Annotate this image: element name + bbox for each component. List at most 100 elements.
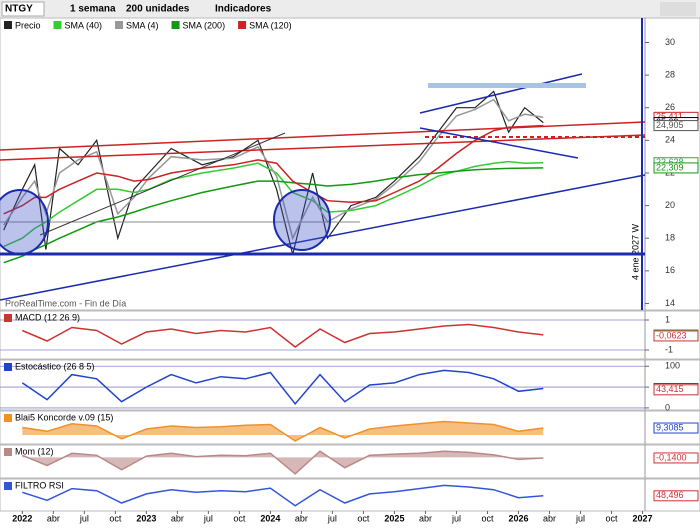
indicators[interactable]: Indicadores (215, 4, 272, 15)
legend-swatch (238, 21, 247, 29)
series-line (3, 98, 544, 241)
panel (0, 410, 700, 445)
target-zone (428, 83, 586, 88)
legend-label: SMA (200) (183, 20, 226, 30)
y-tick-label: 24 (665, 135, 675, 145)
symbol[interactable]: NTGY (5, 4, 33, 15)
series-line (22, 450, 544, 475)
series-line (3, 167, 544, 264)
panel-title: FILTRO RSI (15, 480, 64, 490)
price-tag-label: 9,3085 (656, 422, 684, 432)
price-tag (653, 452, 699, 464)
legend-swatch (4, 363, 12, 371)
price-tag-label: -0,0623 (656, 330, 687, 340)
watermark: ProRealTime.com - Fin de Día (5, 298, 126, 308)
y-tick-label: 16 (665, 265, 675, 275)
x-tick-label: 2024 (260, 513, 280, 523)
x-tick-label: abr (47, 513, 60, 523)
window-controls[interactable] (660, 2, 696, 16)
y-tick-label: 28 (665, 69, 675, 79)
x-tick-label: jul (203, 513, 213, 523)
price-tag (653, 162, 699, 174)
legend-label: Precio (15, 20, 41, 30)
panel (0, 359, 700, 411)
x-tick-label: oct (233, 513, 246, 523)
series-line (3, 124, 544, 215)
x-tick-label: abr (543, 513, 556, 523)
x-tick-label: oct (481, 513, 494, 523)
legend-swatch (115, 21, 124, 29)
y-tick-label: 0 (665, 402, 670, 412)
x-tick-label: jul (575, 513, 585, 523)
legend-swatch (4, 448, 12, 456)
price-tag-label: -0,1400 (656, 452, 687, 462)
price-tag-label: 25,411 (656, 112, 683, 122)
x-tick-label: abr (171, 513, 184, 523)
price-tag-label: 22,628 (656, 157, 684, 167)
series-line (22, 323, 544, 348)
x-tick-label: 2025 (384, 513, 404, 523)
x-tick-label: jul (79, 513, 89, 523)
price-tag (653, 384, 699, 396)
x-tick-label: abr (419, 513, 432, 523)
period[interactable]: 1 semana (70, 4, 116, 15)
highlight-circle (273, 189, 331, 251)
x-tick-label: abr (295, 513, 308, 523)
price-tag-label: 43,415 (656, 384, 684, 394)
drawings (0, 18, 646, 310)
price-tag (653, 422, 699, 434)
units[interactable]: 200 unidades (126, 4, 190, 15)
trend-line (0, 174, 646, 301)
y-tick-label: 20 (665, 200, 675, 210)
series-line (3, 160, 544, 248)
toolbar (0, 0, 700, 18)
area (22, 451, 544, 474)
price-tag (653, 490, 699, 502)
trend-line (0, 121, 646, 151)
x-tick-label: oct (606, 513, 619, 523)
panel-title: Mom (12) (15, 446, 54, 456)
y-tick-label: 18 (665, 233, 675, 243)
trend-line (0, 134, 646, 161)
price-tag-label: 22,309 (656, 162, 684, 172)
panel (0, 310, 700, 360)
symbol-box[interactable] (1, 1, 45, 17)
price-tag (653, 330, 699, 342)
x-tick-label: 2026 (508, 513, 528, 523)
trend-line (39, 132, 286, 236)
y-tick-label: -1 (665, 344, 673, 354)
y-tick-label: 30 (665, 37, 675, 47)
legend-swatch (171, 21, 180, 29)
panel-title: Blai5 Koncorde v.09 (15) (15, 412, 113, 422)
y-tick-label: 1 (665, 314, 670, 324)
y-tick-label: 100 (665, 361, 680, 371)
panel-title: MACD (12 26 9) (15, 312, 80, 322)
x-tick-label: 2022 (12, 513, 32, 523)
price-tag (653, 120, 699, 132)
x-tick-label: jul (327, 513, 337, 523)
panel (0, 17, 700, 311)
channel-line (419, 73, 583, 114)
series-line (21, 369, 544, 405)
x-tick-label: oct (357, 513, 370, 523)
legend-label: SMA (4) (126, 20, 159, 30)
highlight-circle (0, 189, 49, 255)
x-tick-label: oct (109, 513, 122, 523)
date-marker-label: 4 ene 2027 W (630, 223, 640, 280)
legend-swatch (4, 482, 12, 490)
price-tag-label: 24,905 (656, 120, 684, 130)
x-tick-label: jul (451, 513, 461, 523)
legend-swatch (4, 314, 12, 322)
price-tag-label: 48,496 (656, 490, 684, 500)
legend-swatch (4, 414, 12, 422)
x-tick-label: 2023 (136, 513, 156, 523)
legend-swatch (53, 21, 62, 29)
series-line (22, 484, 544, 507)
legend-swatch (4, 21, 12, 29)
area (22, 421, 544, 441)
legend-label: SMA (40) (65, 20, 103, 30)
y-tick-label: 26 (665, 102, 675, 112)
series-line (3, 90, 544, 255)
y-tick-label: 14 (665, 298, 675, 308)
